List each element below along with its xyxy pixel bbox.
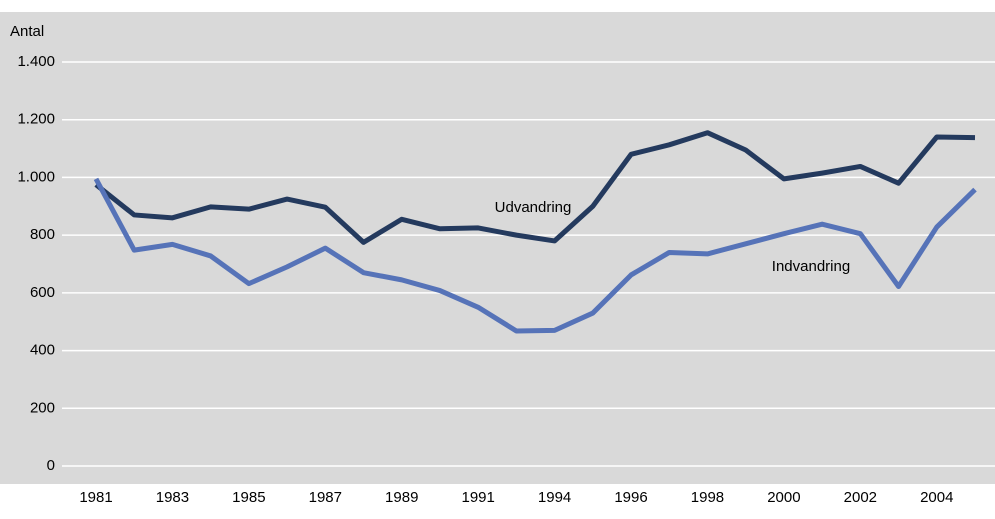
x-tick-label: 1983 — [156, 489, 189, 506]
y-tick-label: 1.400 — [17, 53, 55, 70]
y-tick-label: 1.200 — [17, 111, 55, 128]
series-label: Indvandring — [772, 258, 850, 275]
x-tick-label: 2002 — [844, 489, 877, 506]
x-tick-label: 1987 — [309, 489, 342, 506]
y-tick-label: 200 — [30, 399, 55, 416]
x-tick-label: 1989 — [385, 489, 418, 506]
x-tick-label: 1998 — [691, 489, 724, 506]
y-tick-label: 800 — [30, 226, 55, 243]
x-tick-label: 2000 — [767, 489, 800, 506]
y-tick-label: 400 — [30, 342, 55, 359]
plot-background — [0, 12, 995, 484]
x-tick-label: 2004 — [920, 489, 953, 506]
x-tick-label: 1981 — [79, 489, 112, 506]
x-tick-label: 1994 — [538, 489, 571, 506]
line-series — [93, 177, 977, 334]
line-series — [94, 130, 976, 245]
y-tick-label: 1.000 — [17, 168, 55, 185]
y-tick-label: 0 — [47, 457, 55, 474]
x-tick-label: 1985 — [232, 489, 265, 506]
series-label: Udvandring — [495, 199, 572, 216]
x-tick-label: 1991 — [461, 489, 494, 506]
y-axis-label: Antal — [10, 23, 44, 40]
y-tick-label: 600 — [30, 284, 55, 301]
x-tick-label: 1996 — [614, 489, 647, 506]
